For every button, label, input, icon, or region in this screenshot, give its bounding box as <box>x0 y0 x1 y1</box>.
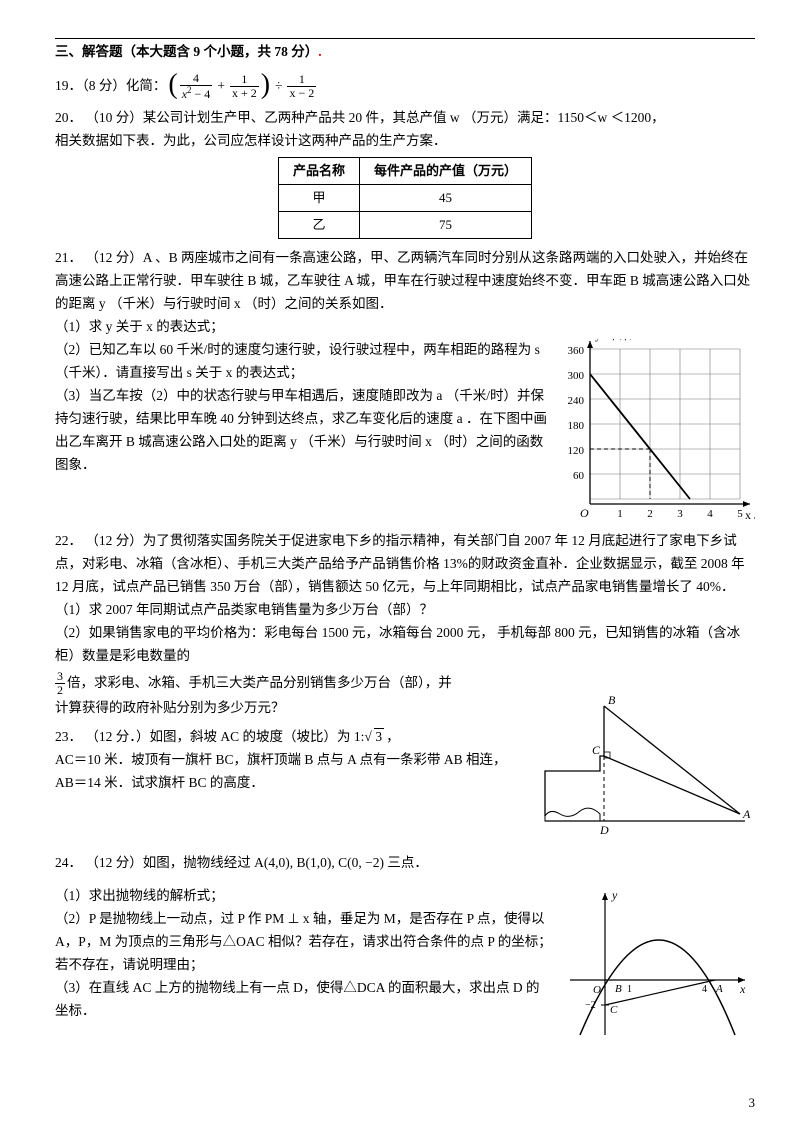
svg-text:y: y <box>611 888 618 902</box>
q20: 20． （10 分）某公司计划生产甲、乙两种产品共 20 件，其总产值 w （万… <box>55 107 755 239</box>
th: 每件产品的产值（万元） <box>360 158 532 185</box>
th: 产品名称 <box>278 158 359 185</box>
svg-text:2: 2 <box>647 508 653 520</box>
q22-frac: 3 2 <box>55 670 65 697</box>
svg-text:180: 180 <box>568 420 585 432</box>
lparen-icon: ( <box>168 71 177 99</box>
svg-text:1: 1 <box>627 984 632 995</box>
svg-text:4: 4 <box>702 984 707 995</box>
svg-text:5: 5 <box>737 508 743 520</box>
svg-text:240: 240 <box>568 395 585 407</box>
svg-text:B: B <box>615 983 622 995</box>
q21-chart: 60 120 180 240 300 360 1 2 3 4 5 O y /千米… <box>555 339 755 524</box>
page-number: 3 <box>749 1092 756 1114</box>
frac-den: x − 2 <box>287 87 316 100</box>
svg-text:60: 60 <box>573 470 585 482</box>
frac-den: x2 − 4 <box>180 86 213 101</box>
frac-num: 4 <box>180 72 213 86</box>
td: 乙 <box>278 212 359 239</box>
div: ÷ <box>275 75 282 98</box>
q23-figure: B C A D <box>530 696 755 846</box>
q19-label: 19．（8 分）化简： <box>55 75 166 98</box>
q24-l1: 24． （12 分）如图，抛物线经过 A(4,0), B(1,0), C(0, … <box>55 852 755 875</box>
q19-frac2: 1 x + 2 <box>230 73 259 100</box>
frac-num: 3 <box>55 670 65 684</box>
q19-frac1: 4 x2 − 4 <box>180 72 213 101</box>
q22-s2: （2）如果销售家电的平均价格为：彩电每台 1500 元，冰箱每台 2000 元，… <box>55 622 755 697</box>
q24: 24． （12 分）如图，抛物线经过 A(4,0), B(1,0), C(0, … <box>55 852 755 1040</box>
svg-text:1: 1 <box>617 508 623 520</box>
q23: B C A D 23． （12 分．）如图，斜坡 AC 的坡度（坡比）为 1: … <box>55 726 755 846</box>
q23-l1: 23． （12 分．）如图，斜坡 AC 的坡度（坡比）为 1: <box>55 726 364 749</box>
q21: 21． （12 分）A 、B 两座城市之间有一条高速公路，甲、乙两辆汽车同时分别… <box>55 247 755 524</box>
svg-text:360: 360 <box>568 345 585 357</box>
red-dot: . <box>318 44 321 59</box>
svg-text:y /千米: y /千米 <box>595 339 631 342</box>
frac-num: 1 <box>230 73 259 87</box>
plus: + <box>217 75 225 98</box>
top-rule <box>55 38 755 39</box>
td: 75 <box>360 212 532 239</box>
td: 甲 <box>278 185 359 212</box>
svg-text:O: O <box>593 984 601 996</box>
q19-frac3: 1 x − 2 <box>287 73 316 100</box>
svg-text:C: C <box>610 1004 618 1016</box>
sqrt-icon: 3 <box>366 726 384 749</box>
svg-text:O: O <box>580 506 589 520</box>
svg-text:4: 4 <box>707 508 713 520</box>
frac-den: x + 2 <box>230 87 259 100</box>
svg-text:A: A <box>742 807 751 821</box>
rparen-icon: ) <box>261 71 270 99</box>
svg-text:120: 120 <box>568 445 585 457</box>
q22-s1: （1）求 2007 年同期试点产品类家电销售量为多少万台（部）？ <box>55 599 755 622</box>
comma: ， <box>386 726 400 749</box>
frac-den: 2 <box>55 684 65 697</box>
td: 45 <box>360 185 532 212</box>
svg-text:A: A <box>715 983 723 995</box>
section-title: 三、解答题（本大题含 9 个小题，共 78 分）. <box>55 41 755 64</box>
svg-text:3: 3 <box>677 508 683 520</box>
q24-figure: O B 1 4 A x y −2 C <box>560 885 755 1040</box>
q20-line1: 20． （10 分）某公司计划生产甲、乙两种产品共 20 件，其总产值 w （万… <box>55 107 755 130</box>
q20-table: 产品名称每件产品的产值（万元） 甲45 乙75 <box>278 157 532 239</box>
svg-text:300: 300 <box>568 370 585 382</box>
q22-p1: 22． （12 分）为了贯彻落实国务院关于促进家电下乡的指示精神，有关部门自 2… <box>55 530 755 599</box>
svg-text:C: C <box>592 743 601 757</box>
q22: 22． （12 分）为了贯彻落实国务院关于促进家电下乡的指示精神，有关部门自 2… <box>55 530 755 720</box>
svg-text:x /时: x /时 <box>745 508 755 522</box>
q21-p1: 21． （12 分）A 、B 两座城市之间有一条高速公路，甲、乙两辆汽车同时分别… <box>55 247 755 316</box>
q22-s2b: 倍，求彩电、冰箱、手机三大类产品分别销售多少万台（部），并 <box>67 672 452 695</box>
q20-line2: 相关数据如下表．为此，公司应怎样设计这两种产品的生产方案． <box>55 130 755 153</box>
q21-s1: （1）求 y 关于 x 的表达式； <box>55 316 755 339</box>
q22-s2a: （2）如果销售家电的平均价格为：彩电每台 1500 元，冰箱每台 2000 元，… <box>55 622 755 668</box>
svg-text:−2: −2 <box>585 1000 596 1011</box>
frac-num: 1 <box>287 73 316 87</box>
svg-text:D: D <box>599 823 609 837</box>
svg-text:B: B <box>608 696 616 707</box>
svg-text:x: x <box>739 982 746 996</box>
q19: 19．（8 分）化简： ( 4 x2 − 4 + 1 x + 2 ) ÷ 1 x… <box>55 72 755 101</box>
section-title-text: 三、解答题（本大题含 9 个小题，共 78 分） <box>55 44 318 59</box>
